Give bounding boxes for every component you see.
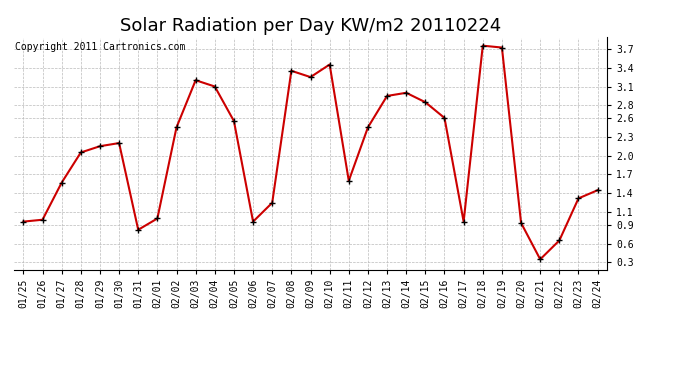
Text: Copyright 2011 Cartronics.com: Copyright 2011 Cartronics.com: [15, 42, 186, 52]
Title: Solar Radiation per Day KW/m2 20110224: Solar Radiation per Day KW/m2 20110224: [120, 16, 501, 34]
